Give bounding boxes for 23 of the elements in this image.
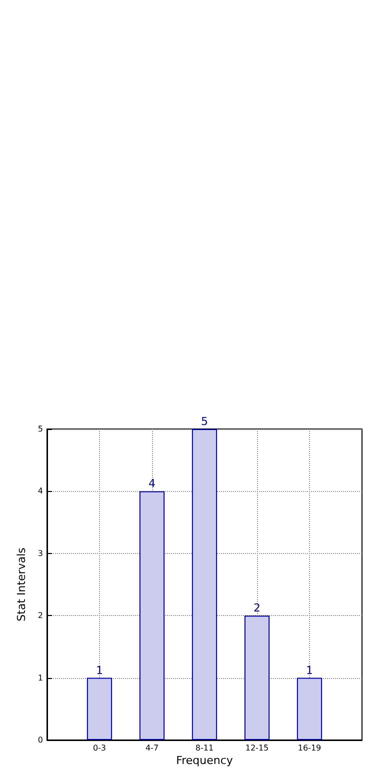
y-tick-label: 2 [38, 611, 43, 620]
data-label: 4 [148, 477, 156, 490]
x-tick-label: 0-3 [92, 744, 106, 752]
bar [296, 678, 322, 740]
data-label: 1 [306, 664, 313, 677]
x-tick-label: 4-7 [145, 744, 159, 752]
x-tick-label: 12-15 [245, 744, 269, 752]
x-tick-label: 16-19 [298, 744, 322, 752]
data-label: 2 [253, 602, 260, 615]
y-tick-label: 4 [38, 486, 43, 496]
y-tick-label: 1 [38, 673, 43, 682]
y-tick-label: 5 [38, 424, 43, 434]
bar [139, 491, 165, 740]
data-label: 5 [200, 415, 208, 428]
x-axis-title: Frequency [176, 754, 234, 767]
data-label: 1 [96, 664, 103, 677]
bar [86, 678, 112, 740]
y-tick-label: 0 [38, 736, 43, 744]
x-tick-label: 8-11 [195, 744, 214, 752]
bar [244, 616, 270, 740]
y-axis-title: Stat Intervals [15, 547, 28, 622]
bar [192, 429, 218, 740]
y-tick-label: 3 [38, 548, 43, 558]
